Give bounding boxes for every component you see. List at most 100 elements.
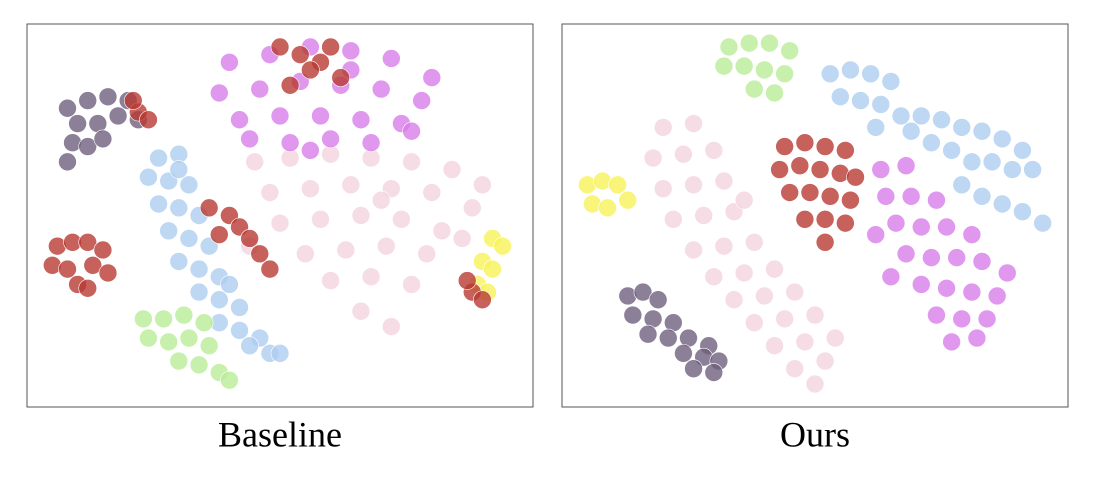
point [775,137,794,156]
point [911,275,931,294]
point [694,206,713,225]
point [982,152,1002,172]
point [402,152,421,172]
point [937,217,956,237]
point [154,309,173,329]
point [371,190,391,210]
point [932,110,951,130]
point [684,175,703,195]
point [493,236,512,256]
point [442,160,462,179]
point [684,114,703,133]
point [159,221,178,241]
point [744,313,764,333]
point [952,175,972,195]
point [962,152,982,172]
point [836,213,855,233]
point [209,290,229,310]
point [179,328,199,348]
plot-frame [561,23,1069,408]
point [179,175,199,195]
point [230,298,249,317]
point [962,282,982,302]
point [230,110,249,130]
point [270,37,290,57]
point [230,321,249,340]
point [830,87,850,107]
point [83,255,103,275]
point [815,137,835,156]
point [209,225,229,244]
point [608,175,627,195]
point [866,225,886,244]
point [765,336,784,356]
point [179,229,199,248]
point [653,179,673,198]
point [896,156,916,176]
point [58,152,77,172]
point [972,252,992,271]
point [341,41,361,61]
point [841,60,860,80]
point [815,351,835,371]
point [270,344,290,363]
point [719,37,739,57]
point [815,210,835,229]
point [765,259,784,279]
point [653,118,673,137]
point [891,106,911,126]
point [402,275,421,294]
point [901,187,921,206]
point [371,79,391,99]
point [992,194,1012,214]
point [947,248,966,267]
point [280,75,300,95]
point [402,121,421,141]
point [618,190,638,210]
point [967,328,987,348]
point [199,198,219,218]
point [942,141,961,160]
point [189,282,209,302]
point [739,33,759,53]
point [149,148,168,168]
point [780,183,800,202]
point [674,144,693,164]
point [704,141,724,160]
point [648,290,668,310]
point [785,282,805,302]
point [169,351,189,371]
point [901,121,921,141]
point [220,275,239,294]
point [911,106,931,126]
point [260,259,280,279]
point [311,210,330,229]
point [351,301,371,321]
point [674,344,693,363]
point [841,190,860,210]
point [331,68,351,87]
point [452,229,472,248]
point [871,95,891,114]
point [871,160,891,179]
point [785,359,805,379]
point [896,244,916,264]
point [169,198,189,218]
point [805,374,825,394]
point [972,187,992,206]
point [139,167,158,187]
point [336,240,356,260]
point [422,68,442,87]
point [881,267,901,287]
point [922,133,941,153]
point [220,370,239,390]
point [760,33,779,53]
point [250,79,270,99]
point [169,160,189,179]
point [149,194,168,214]
point [123,91,143,110]
point [159,332,178,352]
point [836,141,855,160]
point [473,175,492,195]
point [412,91,431,110]
